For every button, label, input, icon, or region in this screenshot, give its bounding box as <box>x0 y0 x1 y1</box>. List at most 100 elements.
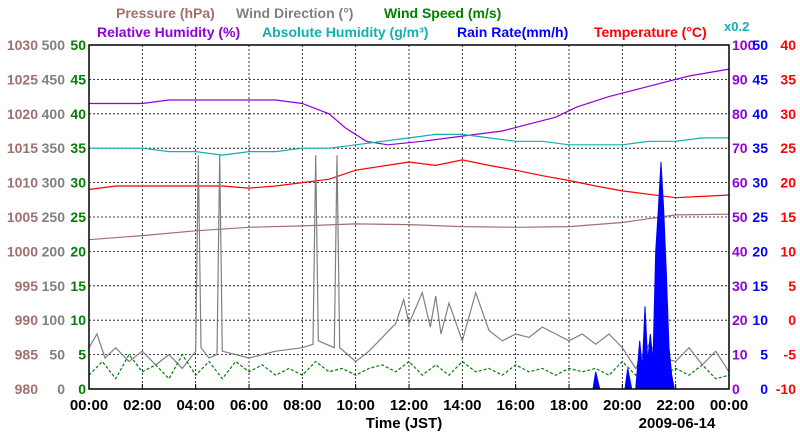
tick-wind-speed: 0 <box>78 381 86 397</box>
x-tick-label: 02:00 <box>123 397 161 414</box>
x-tick-label: 14:00 <box>443 397 481 414</box>
x-tick-label: 00:00 <box>70 397 108 414</box>
tick-rain-rate: 10 <box>752 312 768 328</box>
tick-wind-direction: 450 <box>42 71 66 87</box>
tick-rain-rate: 25 <box>752 209 768 225</box>
tick-pressure: 995 <box>15 278 39 294</box>
legend-wind-speed: Wind Speed (m/s) <box>384 5 501 21</box>
tick-rain-rate: 40 <box>752 106 768 122</box>
tick-wind-direction: 300 <box>42 175 66 191</box>
tick-wind-speed: 5 <box>78 347 86 363</box>
tick-wind-speed: 50 <box>70 37 86 53</box>
tick-wind-direction: 50 <box>49 347 65 363</box>
tick-relative-humidity: 40 <box>732 243 748 259</box>
tick-wind-direction: 400 <box>42 106 66 122</box>
tick-relative-humidity: 30 <box>732 278 748 294</box>
tick-pressure: 1030 <box>7 37 38 53</box>
tick-wind-direction: 0 <box>57 381 65 397</box>
tick-temperature: 35 <box>780 71 796 87</box>
x-axis-label: Time (JST) <box>366 415 442 432</box>
tick-pressure: 1005 <box>7 209 38 225</box>
tick-temperature: 30 <box>780 106 796 122</box>
x-tick-label: 16:00 <box>496 397 534 414</box>
plot-grid <box>89 45 729 389</box>
legend-rain-rate: Rain Rate(mm/h) <box>457 24 568 40</box>
tick-wind-direction: 250 <box>42 209 66 225</box>
series-wind-speed-m-s <box>88 353 730 380</box>
tick-relative-humidity: 10 <box>732 347 748 363</box>
tick-rain-rate: 15 <box>752 278 768 294</box>
tick-relative-humidity: 60 <box>732 175 748 191</box>
series-wind-direction <box>88 155 730 373</box>
abs-humidity-scale-note: x0.2 <box>724 19 749 34</box>
tick-temperature: 15 <box>780 209 796 225</box>
x-tick-label: 18:00 <box>550 397 588 414</box>
legend-relative-humidity: Relative Humidity (%) <box>97 24 240 40</box>
tick-rain-rate: 45 <box>752 71 768 87</box>
tick-relative-humidity: 20 <box>732 312 748 328</box>
tick-rain-rate: 20 <box>752 243 768 259</box>
tick-wind-direction: 500 <box>42 37 66 53</box>
x-tick-label: 22:00 <box>656 397 694 414</box>
x-tick-label: 12:00 <box>390 397 428 414</box>
tick-pressure: 980 <box>15 381 39 397</box>
tick-pressure: 985 <box>15 347 39 363</box>
tick-wind-direction: 350 <box>42 140 66 156</box>
tick-wind-speed: 15 <box>70 278 86 294</box>
tick-temperature: -10 <box>776 381 796 397</box>
series-rain-rate-mm-h <box>592 161 675 390</box>
tick-rain-rate: 5 <box>760 347 768 363</box>
x-tick-label: 04:00 <box>176 397 214 414</box>
series-absolute-humidity-g-m-x0-2 <box>89 133 729 156</box>
tick-wind-direction: 150 <box>42 278 66 294</box>
x-tick-label: 06:00 <box>230 397 268 414</box>
x-axis: 00:00 02:00 04:00 06:00 08:00 10:00 12:00 14:00… <box>70 384 748 414</box>
x-tick-label: 08:00 <box>283 397 321 414</box>
tick-wind-speed: 45 <box>70 71 86 87</box>
tick-wind-speed: 35 <box>70 140 86 156</box>
chart-legend: Pressure (hPa) Wind Direction (°) Wind S… <box>97 5 749 40</box>
tick-temperature: 20 <box>780 175 796 191</box>
tick-relative-humidity: 0 <box>732 381 740 397</box>
tick-relative-humidity: 50 <box>732 209 748 225</box>
tick-pressure: 1000 <box>7 243 38 259</box>
tick-temperature: 40 <box>780 37 796 53</box>
left-axes: 1030102510201015101010051000995990985980… <box>7 37 86 397</box>
tick-rain-rate: 0 <box>760 381 768 397</box>
tick-temperature: 5 <box>788 278 796 294</box>
tick-temperature: 25 <box>780 140 796 156</box>
tick-wind-speed: 20 <box>70 243 86 259</box>
tick-wind-speed: 30 <box>70 175 86 191</box>
tick-wind-direction: 100 <box>42 312 66 328</box>
tick-wind-direction: 200 <box>42 243 66 259</box>
tick-rain-rate: 50 <box>752 37 768 53</box>
legend-wind-direction: Wind Direction (°) <box>236 5 353 21</box>
tick-pressure: 1010 <box>7 175 38 191</box>
tick-pressure: 1025 <box>7 71 38 87</box>
tick-temperature: 0 <box>788 312 796 328</box>
date-label: 2009-06-14 <box>639 415 716 432</box>
tick-relative-humidity: 100 <box>732 37 756 53</box>
series-layer <box>88 68 730 390</box>
right-axes: 1009080706050403020100504540353025201510… <box>732 37 796 397</box>
tick-relative-humidity: 70 <box>732 140 748 156</box>
tick-relative-humidity: 80 <box>732 106 748 122</box>
x-tick-label: 10:00 <box>336 397 374 414</box>
series-temperature-c <box>88 159 730 199</box>
tick-wind-speed: 40 <box>70 106 86 122</box>
series-relative-humidity <box>89 68 730 146</box>
tick-rain-rate: 30 <box>752 175 768 191</box>
legend-absolute-humidity: Absolute Humidity (g/m³) <box>262 24 428 40</box>
tick-pressure: 1015 <box>7 140 38 156</box>
tick-pressure: 990 <box>15 312 39 328</box>
tick-temperature: 10 <box>780 243 796 259</box>
tick-wind-speed: 10 <box>70 312 86 328</box>
tick-rain-rate: 35 <box>752 140 768 156</box>
tick-pressure: 1020 <box>7 106 38 122</box>
series-pressure-hpa <box>88 213 730 241</box>
x-tick-label: 20:00 <box>603 397 641 414</box>
x-tick-label: 00:00 <box>710 397 748 414</box>
legend-temperature: Temperature (°C) <box>594 24 707 40</box>
tick-wind-speed: 25 <box>70 209 86 225</box>
